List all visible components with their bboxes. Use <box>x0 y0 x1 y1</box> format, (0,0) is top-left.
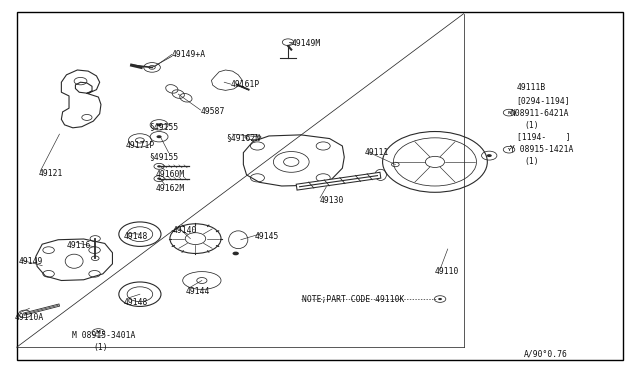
Text: 49148: 49148 <box>124 231 148 241</box>
Text: 49116: 49116 <box>67 241 91 250</box>
Text: NOTE;PART CODE 49110K: NOTE;PART CODE 49110K <box>302 295 404 304</box>
Text: Y 08915-1421A: Y 08915-1421A <box>510 145 573 154</box>
Text: N: N <box>508 110 511 115</box>
Circle shape <box>232 251 239 255</box>
Text: 49149M: 49149M <box>291 39 321 48</box>
Circle shape <box>157 124 162 126</box>
Text: 49145: 49145 <box>255 231 279 241</box>
Text: 49140: 49140 <box>173 226 198 235</box>
Text: Y: Y <box>508 148 511 152</box>
Text: 49111B: 49111B <box>516 83 546 92</box>
Text: 49110A: 49110A <box>15 313 44 322</box>
Circle shape <box>438 298 442 300</box>
Text: §49162N: §49162N <box>226 133 260 142</box>
Text: M: M <box>96 330 101 335</box>
Text: 49149+A: 49149+A <box>172 50 206 59</box>
Text: (1): (1) <box>93 343 108 352</box>
Text: 49171P: 49171P <box>125 141 154 150</box>
Text: 49144: 49144 <box>186 287 211 296</box>
Text: §49155: §49155 <box>150 152 179 161</box>
Text: (1): (1) <box>524 121 539 130</box>
Text: A/90°0.76: A/90°0.76 <box>524 349 568 358</box>
Text: 49111: 49111 <box>365 148 389 157</box>
Text: 49121: 49121 <box>39 169 63 177</box>
Text: 49161P: 49161P <box>230 80 260 89</box>
Circle shape <box>157 177 161 180</box>
Text: 49162M: 49162M <box>156 184 185 193</box>
Text: 49149: 49149 <box>19 257 43 266</box>
Circle shape <box>157 165 161 167</box>
Text: N08911-6421A: N08911-6421A <box>510 109 569 118</box>
Text: [1194-    ]: [1194- ] <box>516 132 570 142</box>
Circle shape <box>486 154 492 157</box>
Text: 49130: 49130 <box>320 196 344 205</box>
Text: (1): (1) <box>524 157 539 166</box>
Text: 49148: 49148 <box>124 298 148 307</box>
Circle shape <box>157 135 162 138</box>
Text: M 08915-3401A: M 08915-3401A <box>72 331 136 340</box>
Text: [0294-1194]: [0294-1194] <box>516 96 570 105</box>
Text: §49155: §49155 <box>150 122 179 131</box>
Text: 49160M: 49160M <box>156 170 185 179</box>
Text: 49110: 49110 <box>435 267 460 276</box>
Text: 49587: 49587 <box>200 108 225 116</box>
